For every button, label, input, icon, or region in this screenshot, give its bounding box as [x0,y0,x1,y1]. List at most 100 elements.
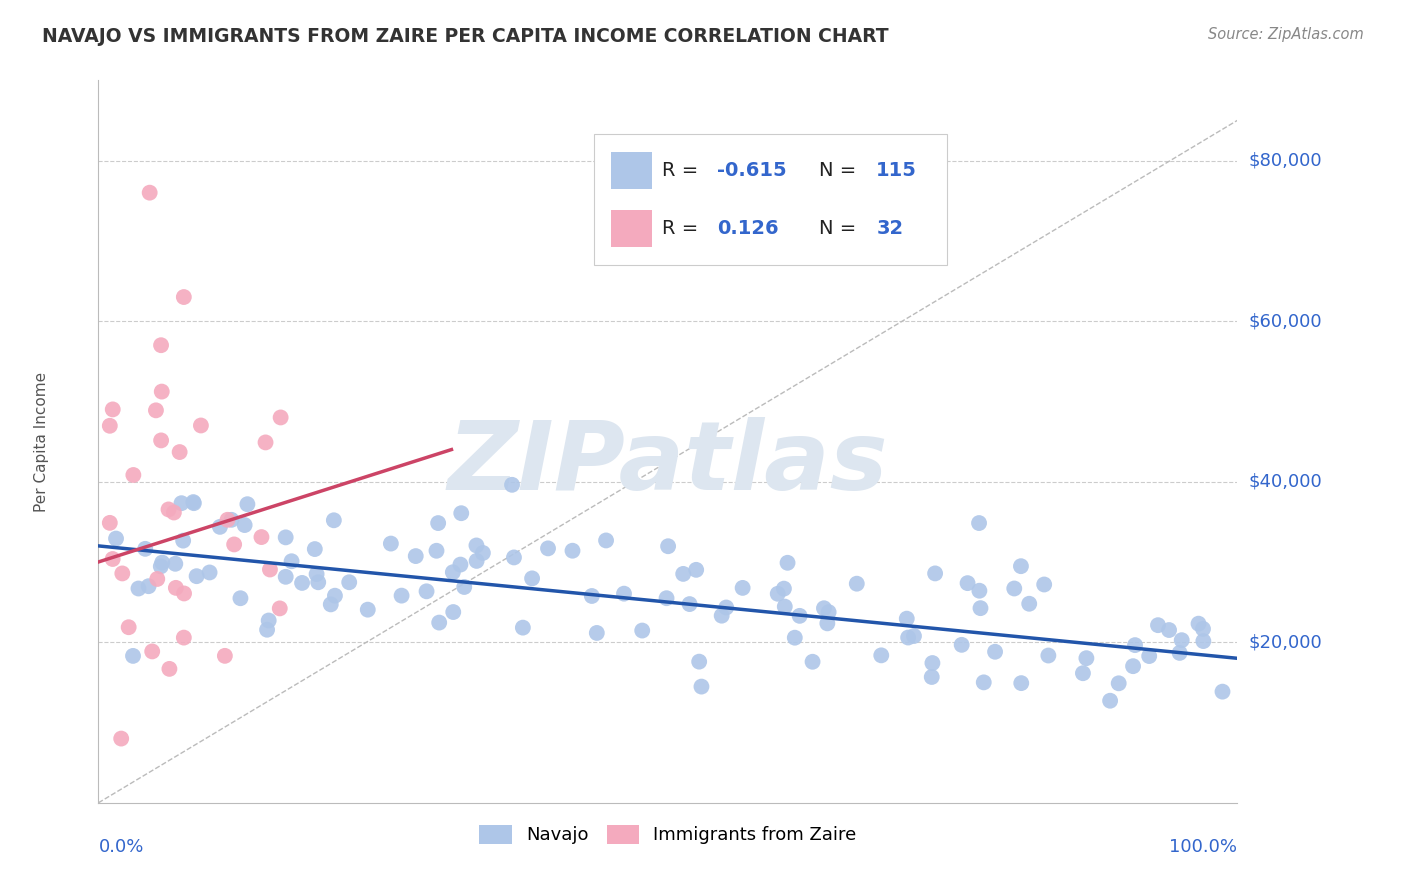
Point [1038,648,1060,663]
Point [766,587,789,601]
Point [657,539,679,553]
Legend: Navajo, Immigrants from Zaire: Navajo, Immigrants from Zaire [479,825,856,845]
Point [449,558,471,572]
Point [256,623,278,637]
Point [903,629,925,643]
Point [984,645,1007,659]
Point [110,731,132,746]
Point [186,569,208,583]
Text: $40,000: $40,000 [1249,473,1322,491]
Point [956,576,979,591]
Point [173,290,195,304]
Point [503,550,526,565]
Point [145,403,167,417]
Text: 32: 32 [876,219,904,238]
Point [710,608,733,623]
Point [111,566,134,581]
Point [134,541,156,556]
Point [1157,623,1180,637]
Point [1147,618,1170,632]
Text: $60,000: $60,000 [1249,312,1322,330]
Point [274,570,297,584]
Point [731,581,754,595]
Point [631,624,654,638]
Point [595,533,617,548]
Point [924,566,946,581]
Text: 0.126: 0.126 [717,219,779,238]
Point [815,616,838,631]
Point [198,566,221,580]
Point [391,589,413,603]
Point [1010,676,1032,690]
Text: Per Capita Income: Per Capita Income [34,371,49,512]
Point [141,644,163,658]
Point [1033,577,1056,591]
Point [427,615,450,630]
Point [323,589,346,603]
Point [165,581,187,595]
Text: $20,000: $20,000 [1249,633,1322,651]
Point [672,566,695,581]
Point [1122,659,1144,673]
Point [1099,694,1122,708]
Point [678,597,700,611]
FancyBboxPatch shape [612,210,652,247]
Point [813,601,835,615]
Point [307,575,329,590]
Point [122,467,145,482]
Point [685,563,707,577]
Point [208,520,231,534]
Point [465,538,488,552]
Point [149,559,172,574]
Point [98,418,121,433]
Point [537,541,560,556]
FancyBboxPatch shape [612,152,652,189]
Point [157,502,180,516]
FancyBboxPatch shape [593,135,946,265]
Point [150,338,173,352]
Point [520,571,543,585]
Point [453,580,475,594]
Point [229,591,252,606]
Point [1123,638,1146,652]
Point [1018,597,1040,611]
Point [427,516,450,530]
Point [716,600,738,615]
Point [581,589,603,603]
Point [157,662,180,676]
Point [322,513,344,527]
Point [304,542,326,557]
Point [1170,633,1192,648]
Point [897,631,920,645]
Point [146,572,169,586]
Point [585,626,607,640]
Point [181,495,204,509]
Point [921,656,943,670]
Point [1076,651,1098,665]
Point [150,556,173,570]
Point [101,552,124,566]
Point [441,605,464,619]
Point [380,536,402,550]
Point [305,567,328,582]
Text: 100.0%: 100.0% [1170,838,1237,855]
Point [773,599,796,614]
Point [690,680,713,694]
Point [1187,616,1209,631]
Point [512,621,534,635]
Point [1010,559,1032,574]
Point [122,648,145,663]
Point [250,530,273,544]
Point [688,655,710,669]
Point [501,477,523,491]
Text: NAVAJO VS IMMIGRANTS FROM ZAIRE PER CAPITA INCOME CORRELATION CHART: NAVAJO VS IMMIGRANTS FROM ZAIRE PER CAPI… [42,27,889,45]
Point [172,533,194,548]
Point [1211,684,1233,698]
Point [217,513,239,527]
Point [471,546,494,560]
Point [969,583,991,598]
Point [773,582,796,596]
Point [405,549,427,563]
Text: N =: N = [820,219,863,238]
Point [236,497,259,511]
